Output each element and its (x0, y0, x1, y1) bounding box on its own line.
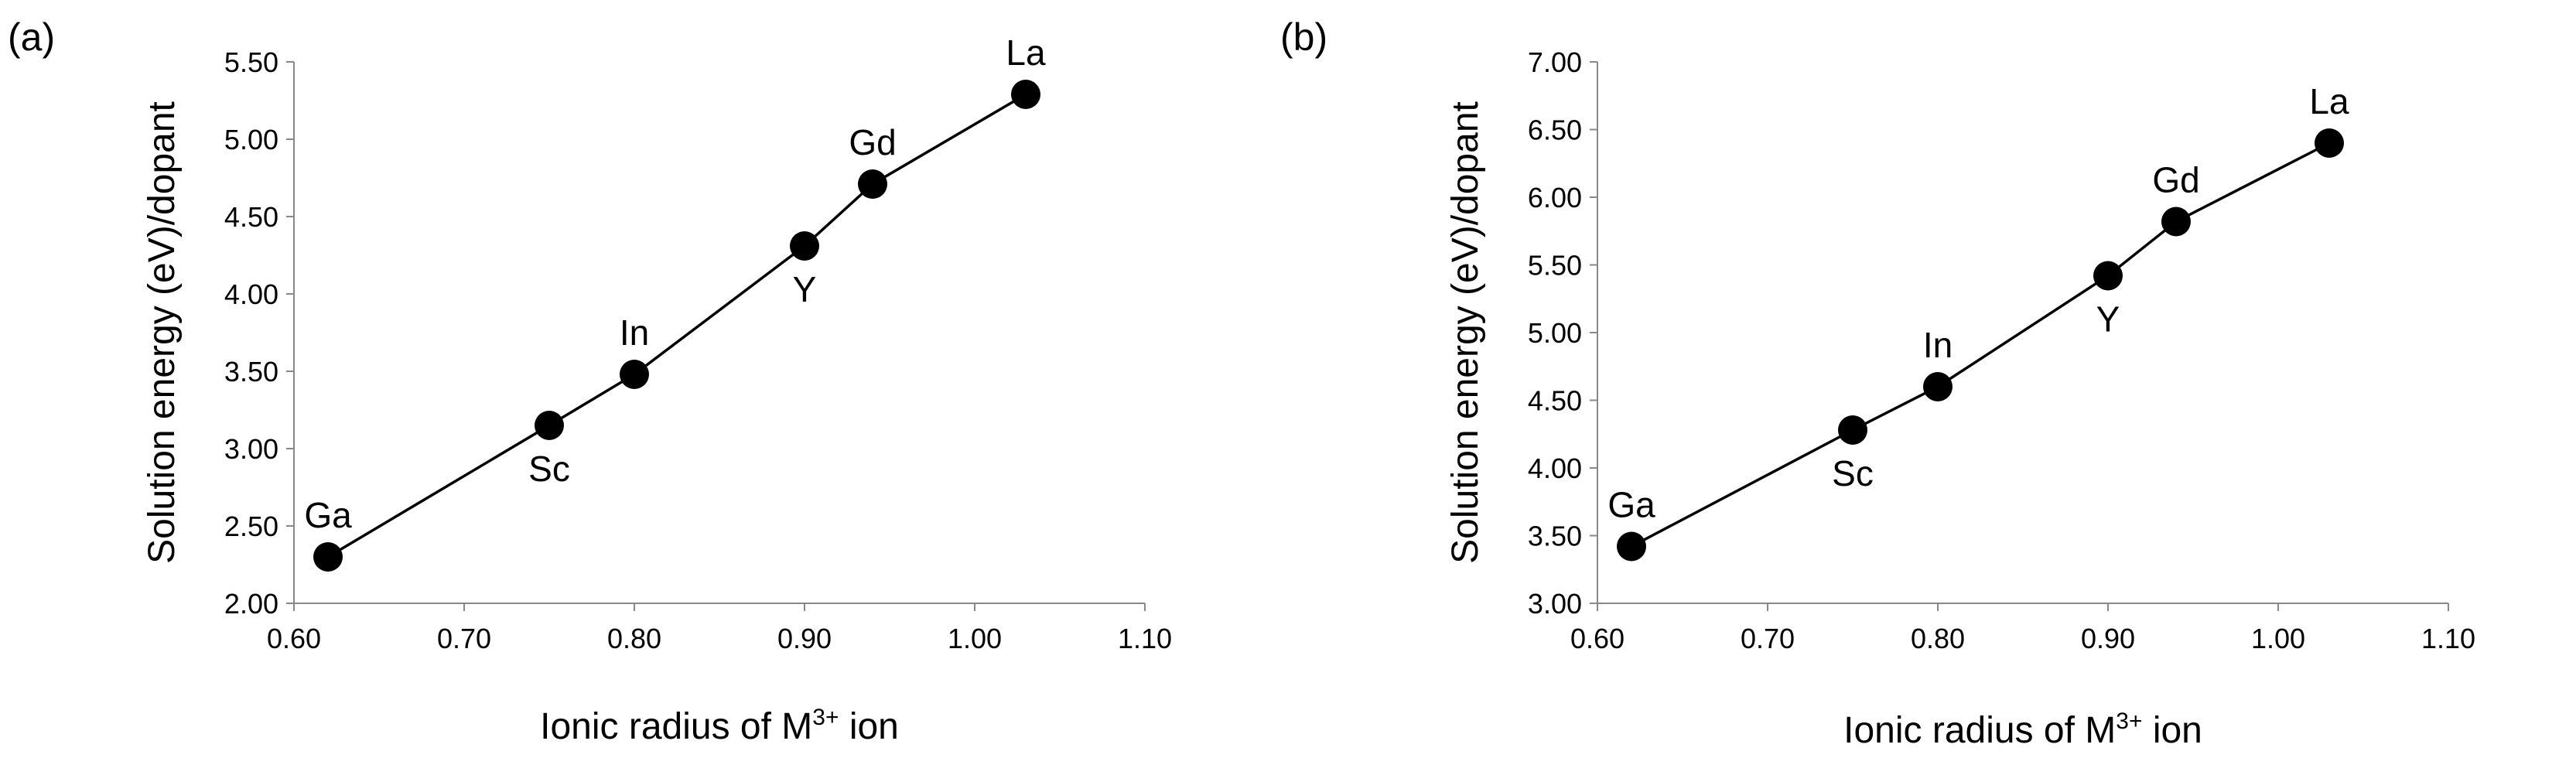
data-label-sc: Sc (1832, 453, 1874, 493)
y-tick-label: 3.00 (1528, 588, 1582, 620)
data-point-la (2315, 128, 2344, 158)
data-label-in: In (620, 312, 649, 353)
data-point-ga (1617, 531, 1646, 562)
series-line (1631, 142, 2330, 548)
x-tick-label: 1.10 (1118, 623, 1172, 654)
data-label-gd: Gd (849, 122, 896, 162)
y-tick-label: 5.50 (224, 46, 278, 78)
x-axis-title-prefix: Ionic radius of M (1843, 710, 2116, 751)
data-point-in (620, 360, 649, 389)
x-axis-title: Ionic radius of M3+ ion (540, 705, 899, 747)
data-label-sc: Sc (528, 449, 570, 489)
x-axis-title-suffix: ion (839, 706, 898, 747)
x-axis-title-superscript: 3+ (812, 705, 839, 730)
y-tick-label: 3.50 (224, 356, 278, 388)
data-label-ga: Ga (304, 495, 352, 535)
y-tick-label: 4.50 (224, 201, 278, 233)
data-point-gd (858, 169, 887, 199)
data-point-la (1011, 80, 1040, 109)
data-label-y: Y (793, 269, 817, 309)
data-point-sc (535, 411, 564, 440)
y-tick-label: 7.00 (1528, 46, 1582, 78)
y-tick-label: 6.50 (1528, 114, 1582, 146)
x-tick-label: 0.90 (777, 623, 832, 654)
data-point-y (2093, 261, 2123, 291)
x-tick-label: 0.80 (1911, 623, 1965, 654)
chart-panel-a: (a) 2.00 2.50 3.00 3.50 4.00 4.50 5.00 5.50 0.60 0… (8, 15, 1172, 747)
data-point-in (1923, 372, 1952, 401)
y-tick-label: 4.00 (224, 278, 278, 310)
data-label-ga: Ga (1607, 485, 1655, 525)
x-tick-label: 0.60 (1570, 623, 1625, 654)
data-point-gd (2161, 207, 2191, 237)
data-label-in: In (1923, 325, 1952, 365)
x-tick-label: 1.00 (948, 623, 1002, 654)
panel-label: (a) (8, 15, 55, 59)
y-tick-label: 4.00 (1528, 452, 1582, 484)
x-tick-label: 1.00 (2251, 623, 2305, 654)
x-axis-title-prefix: Ionic radius of M (540, 706, 812, 747)
x-tick-label: 0.60 (267, 623, 321, 654)
data-label-la: La (2309, 81, 2349, 121)
x-tick-label: 0.70 (437, 623, 491, 654)
chart-panel-b: (b) 3.00 3.50 4.00 4.50 5.00 5.50 6.00 6.50 7.00 0… (1280, 15, 2475, 751)
x-tick-label: 1.10 (2421, 623, 2475, 654)
x-tick-label: 0.70 (1741, 623, 1795, 654)
y-axis-title: Solution energy (eV)/dopant (142, 101, 183, 564)
y-tick-label: 4.50 (1528, 385, 1582, 417)
data-label-y: Y (2096, 299, 2120, 340)
y-tick-label: 5.50 (1528, 250, 1582, 282)
y-tick-label: 6.00 (1528, 182, 1582, 213)
series-line (327, 93, 1027, 558)
data-point-y (790, 231, 819, 261)
data-label-gd: Gd (2152, 160, 2199, 200)
x-axis-title-suffix: ion (2142, 710, 2202, 751)
y-tick-label: 5.00 (224, 124, 278, 155)
data-point-sc (1838, 415, 1867, 445)
y-tick-label: 2.50 (224, 510, 278, 542)
y-axis-title: Solution energy (eV)/dopant (1445, 101, 1486, 564)
x-axis-title-superscript: 3+ (2116, 708, 2142, 734)
x-axis-title: Ionic radius of M3+ ion (1843, 708, 2202, 751)
y-tick-label: 2.00 (224, 588, 278, 620)
y-tick-label: 3.00 (224, 433, 278, 465)
y-tick-label: 3.50 (1528, 521, 1582, 552)
y-tick-label: 5.00 (1528, 317, 1582, 349)
x-tick-label: 0.80 (607, 623, 661, 654)
data-label-la: La (1006, 32, 1046, 73)
panel-label: (b) (1280, 15, 1327, 59)
data-point-ga (313, 542, 343, 572)
x-tick-label: 0.90 (2081, 623, 2135, 654)
